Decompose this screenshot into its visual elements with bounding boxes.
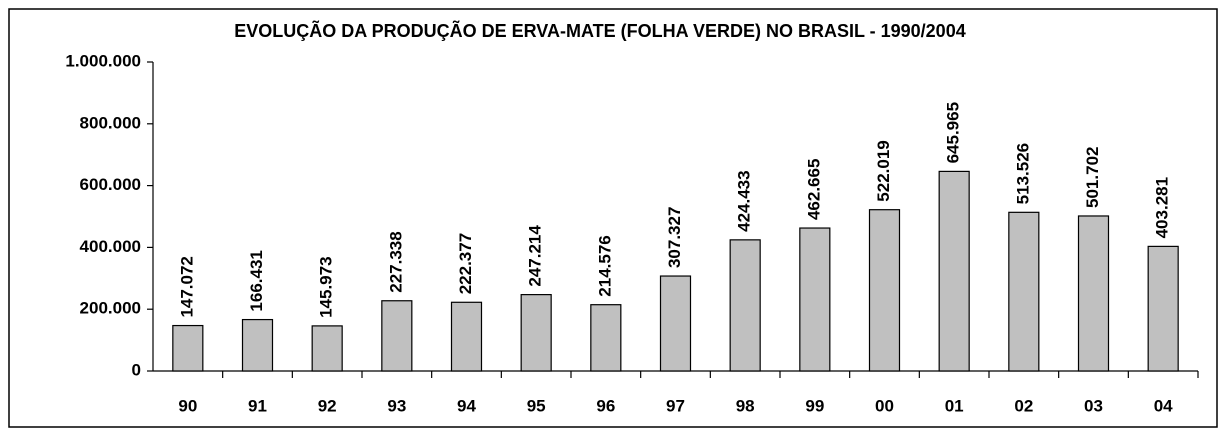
bar: [241, 318, 274, 372]
bar: [450, 301, 483, 372]
x-tick-label: 91: [248, 396, 267, 415]
value-label: 462.665: [804, 159, 823, 220]
value-label: 145.973: [317, 256, 336, 317]
y-tick-label: 0: [132, 360, 141, 379]
x-tick-label: 97: [666, 396, 685, 415]
bar: [1008, 211, 1040, 372]
x-tick-label: 95: [527, 396, 546, 415]
y-tick-label: 400.000: [80, 237, 141, 256]
value-label: 513.526: [1013, 143, 1032, 204]
value-label: 222.377: [456, 233, 475, 294]
bar: [799, 227, 831, 372]
value-label: 424.433: [735, 170, 754, 231]
x-tick-label: 93: [387, 396, 406, 415]
x-tick-label: 94: [457, 396, 476, 415]
bar: [590, 304, 622, 372]
value-label: 403.281: [1153, 177, 1172, 238]
x-tick-label: 92: [318, 396, 337, 415]
value-label: 307.327: [665, 207, 684, 268]
value-label: 501.702: [1083, 147, 1102, 208]
bar: [729, 239, 761, 372]
value-label: 247.214: [526, 225, 545, 287]
x-tick-label: 01: [945, 396, 964, 415]
value-label: 214.576: [595, 235, 614, 296]
y-tick-label: 600.000: [80, 175, 141, 194]
value-label: 166.431: [247, 250, 266, 311]
x-tick-label: 90: [178, 396, 197, 415]
bar: [1147, 245, 1179, 372]
chart-title: EVOLUÇÃO DA PRODUÇÃO DE ERVA-MATE (FOLHA…: [234, 20, 965, 41]
bar: [172, 324, 204, 372]
x-tick-label: 96: [596, 396, 615, 415]
x-tick-label: 98: [736, 396, 755, 415]
value-label: 522.019: [874, 140, 893, 201]
x-tick-label: 00: [875, 396, 894, 415]
bar: [868, 209, 901, 372]
bar: [659, 275, 692, 372]
x-tick-label: 03: [1084, 396, 1103, 415]
value-label: 227.338: [386, 231, 405, 292]
bar: [311, 325, 343, 372]
y-tick-label: 1.000.000: [65, 51, 141, 70]
bar: [520, 294, 552, 372]
value-label: 147.072: [177, 256, 196, 317]
bar: [938, 170, 970, 372]
bar: [1077, 215, 1110, 372]
value-label: 645.965: [944, 102, 963, 163]
y-tick-label: 200.000: [80, 299, 141, 318]
x-tick-label: 99: [805, 396, 824, 415]
x-tick-label: 02: [1014, 396, 1033, 415]
y-tick-label: 800.000: [80, 113, 141, 132]
x-tick-label: 04: [1154, 396, 1173, 415]
bar: [381, 300, 413, 372]
